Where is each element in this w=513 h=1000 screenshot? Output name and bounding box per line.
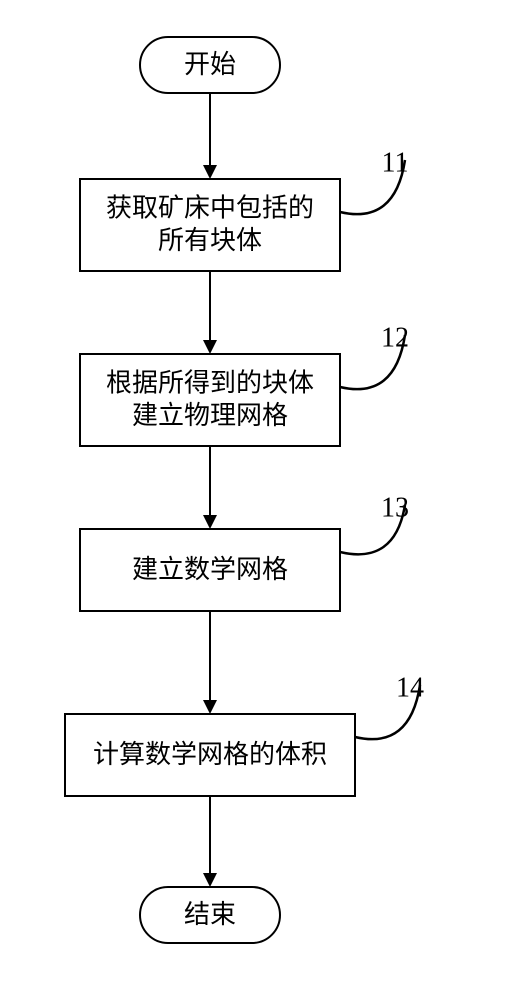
s12-text: 建立物理网格 bbox=[132, 401, 288, 430]
s11-text: 获取矿床中包括的 bbox=[106, 194, 314, 223]
s11-text: 所有块体 bbox=[158, 226, 262, 255]
end-text: 结束 bbox=[184, 900, 236, 929]
start-text: 开始 bbox=[184, 50, 236, 79]
s13-text: 建立数学网格 bbox=[132, 555, 288, 584]
s12-text: 根据所得到的块体 bbox=[106, 369, 314, 398]
flowchart-canvas: 开始获取矿床中包括的所有块体11根据所得到的块体建立物理网格12建立数学网格13… bbox=[0, 0, 513, 1000]
s14-text: 计算数学网格的体积 bbox=[93, 740, 327, 769]
